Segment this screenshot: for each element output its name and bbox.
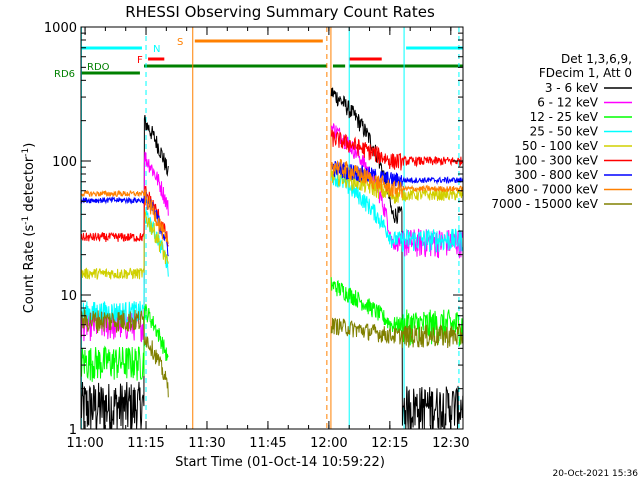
flag-label-rd6: RD6: [54, 69, 75, 80]
legend: Det 1,3,6,9, FDecim 1, Att 0 3 - 6 keV6 …: [491, 52, 632, 211]
x-tick-label: 11:30: [188, 436, 225, 451]
legend-header-detectors: Det 1,3,6,9,: [561, 52, 632, 66]
legend-entry-label: 3 - 6 keV: [545, 81, 599, 95]
legend-entry-label: 25 - 50 keV: [530, 125, 599, 139]
x-axis-ticks: 11:00 11:15 11:30 11:45 12:00 12:15 12:30: [66, 27, 470, 451]
x-axis-label: Start Time (01-Oct-14 10:59:22): [175, 455, 385, 470]
x-tick-label: 12:00: [310, 436, 347, 451]
y-axis-ticks: 1 10 100 1000: [44, 21, 463, 438]
legend-entry-label: 12 - 25 keV: [530, 110, 599, 124]
y-tick-label: 1: [69, 423, 77, 438]
y-axis-label: Count Rate (s-1 detector-1): [21, 143, 37, 314]
series-line-4: [80, 167, 464, 280]
chart-title: RHESSI Observing Summary Count Rates: [125, 3, 435, 21]
flag-label-s: S: [177, 37, 183, 48]
plot-frame: [80, 26, 464, 430]
series-lines: [80, 87, 464, 431]
x-tick-label: 11:15: [127, 436, 164, 451]
flag-label-rdo: RDO: [87, 62, 110, 73]
series-line-0: [80, 87, 464, 431]
series-line-8: [80, 308, 464, 398]
legend-header-fdecim: FDecim 1, Att 0: [539, 66, 632, 80]
flag-label-n: N: [153, 44, 160, 55]
legend-entry-label: 50 - 100 keV: [522, 139, 599, 153]
x-tick-label: 12:15: [371, 436, 408, 451]
y-tick-label: 100: [52, 155, 77, 170]
x-tick-label: 12:30: [432, 436, 469, 451]
legend-entry-label: 6 - 12 keV: [537, 96, 599, 110]
series-line-2: [80, 277, 464, 382]
flag-label-f: F: [137, 55, 143, 66]
x-tick-label: 11:45: [249, 436, 286, 451]
date-stamp: 20-Oct-2021 15:36: [553, 469, 639, 479]
y-tick-label: 10: [60, 289, 77, 304]
flag-bars: RD6 RDO FN S: [54, 37, 463, 80]
x-tick-label: 11:00: [66, 436, 103, 451]
legend-entry-label: 7000 - 15000 keV: [491, 197, 598, 211]
series-line-7: [80, 158, 464, 244]
y-tick-label: 1000: [44, 21, 77, 36]
legend-entry-label: 300 - 800 keV: [514, 168, 598, 182]
legend-entry-label: 800 - 7000 keV: [507, 183, 599, 197]
legend-entry-label: 100 - 300 keV: [514, 154, 598, 168]
